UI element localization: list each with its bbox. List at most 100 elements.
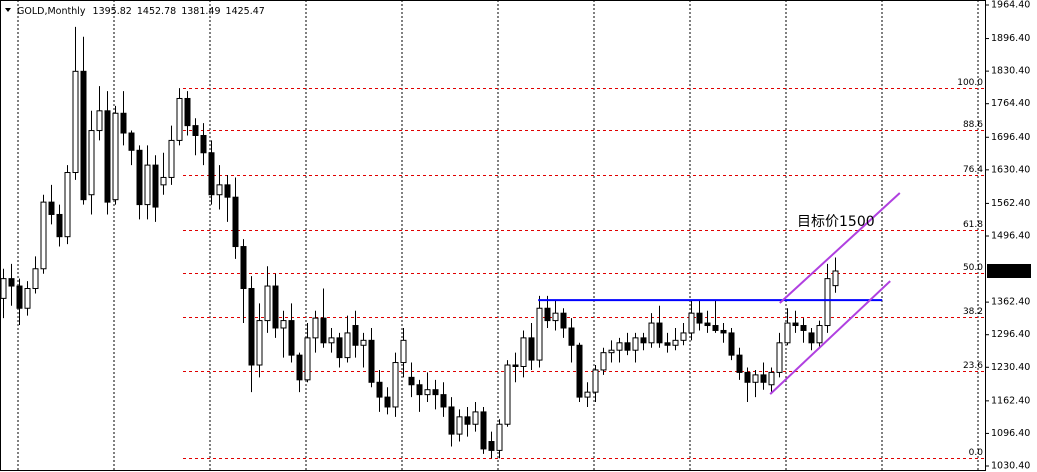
candle-body [88, 130, 95, 196]
candle-body [784, 322, 791, 344]
candle-body [64, 172, 71, 238]
candle-body [352, 325, 359, 346]
candle-body [624, 342, 631, 351]
candle-body [408, 376, 415, 386]
candle-body [792, 322, 799, 327]
candle-body [504, 364, 511, 425]
candle-body [688, 312, 695, 334]
fib-label: 100.0 [957, 78, 983, 88]
annotation: 目标价1500 [797, 214, 875, 230]
candle-body [200, 134, 207, 154]
candle-body [224, 184, 231, 198]
candle-body [80, 70, 87, 201]
candle-body [0, 278, 7, 299]
candle-body [336, 337, 343, 359]
candle-body [752, 374, 759, 383]
candle-body [104, 110, 111, 203]
candle-body [40, 201, 47, 270]
candle-body [160, 176, 167, 186]
menu-arrow [5, 8, 11, 12]
candle-body [320, 317, 327, 344]
candle-body [560, 312, 567, 329]
fib-label: 61.8 [963, 220, 983, 230]
fib-label: 88.6 [963, 120, 983, 130]
candle-body [712, 325, 719, 331]
candle-body [296, 354, 303, 381]
low-value: 1381.49 [181, 6, 220, 17]
candle-body [152, 164, 159, 208]
candle-body [584, 391, 591, 398]
candle-body [552, 312, 559, 322]
candle-body [728, 332, 735, 356]
y-tick-label: 1230.40 [991, 362, 1030, 373]
candle-body [272, 285, 279, 329]
candle-body [144, 164, 151, 206]
candle-body [392, 362, 399, 408]
candle-body [480, 411, 487, 450]
candle-body [760, 374, 767, 383]
candle-body [400, 339, 407, 364]
y-tick-label: 1830.40 [991, 66, 1030, 77]
candle-body [520, 337, 527, 367]
candle-body [208, 152, 215, 196]
candle-body [568, 327, 575, 346]
candle-body [720, 329, 727, 334]
candle-body [184, 97, 191, 127]
fib-label: 38.2 [963, 307, 983, 317]
candle-body [576, 344, 583, 398]
candle-body [240, 246, 247, 290]
candle-body [472, 411, 479, 425]
candle-body [176, 97, 183, 141]
candle-body [32, 268, 39, 290]
candle-body [608, 349, 615, 354]
candle-body [416, 384, 423, 396]
candle-body [96, 110, 103, 132]
candle-body [648, 322, 655, 344]
candle-body [432, 389, 439, 396]
candle-body [304, 337, 311, 381]
candle-body [344, 332, 351, 359]
candle-body [264, 285, 271, 322]
candle-body [216, 184, 223, 196]
candle-body [528, 337, 535, 361]
y-tick-label: 1162.40 [991, 395, 1030, 406]
trend-line [769, 280, 891, 395]
candle-body [536, 307, 543, 361]
y-tick-label: 1964.40 [991, 0, 1030, 10]
close-value: 1425.47 [226, 6, 265, 17]
symbol: GOLD,Monthly [17, 6, 86, 17]
candle-body [736, 354, 743, 373]
candle-body [192, 125, 199, 136]
y-tick-label: 1630.40 [991, 164, 1030, 175]
candle-body [440, 394, 447, 408]
price-label: 1425.47 [990, 265, 1029, 276]
candle-body [768, 371, 775, 386]
candle-body [280, 320, 287, 329]
candle-body [664, 342, 671, 346]
candle-body [288, 320, 295, 356]
y-tick-label: 1362.40 [991, 297, 1030, 308]
candle-body [448, 406, 455, 435]
candle-body [744, 371, 751, 383]
candle-body [632, 337, 639, 351]
candle-body [384, 396, 391, 408]
candle-body [256, 320, 263, 366]
candle-body [56, 213, 63, 238]
candle-body [328, 337, 335, 344]
candle-body [600, 352, 607, 371]
candle-body [232, 196, 239, 248]
candle-body [112, 112, 119, 201]
candle-body [696, 312, 703, 324]
candle-body [128, 132, 135, 151]
plot-frame [0, 0, 986, 471]
candle-body [456, 416, 463, 435]
price-label-box [987, 263, 1031, 278]
y-tick-label: 1896.40 [991, 33, 1030, 44]
candle-body [360, 339, 367, 346]
y-tick-label: 1296.40 [991, 329, 1030, 340]
candle-body [248, 288, 255, 366]
candle-body [656, 322, 663, 344]
fib-label: 23.6 [963, 361, 983, 371]
candle-body [512, 364, 519, 367]
